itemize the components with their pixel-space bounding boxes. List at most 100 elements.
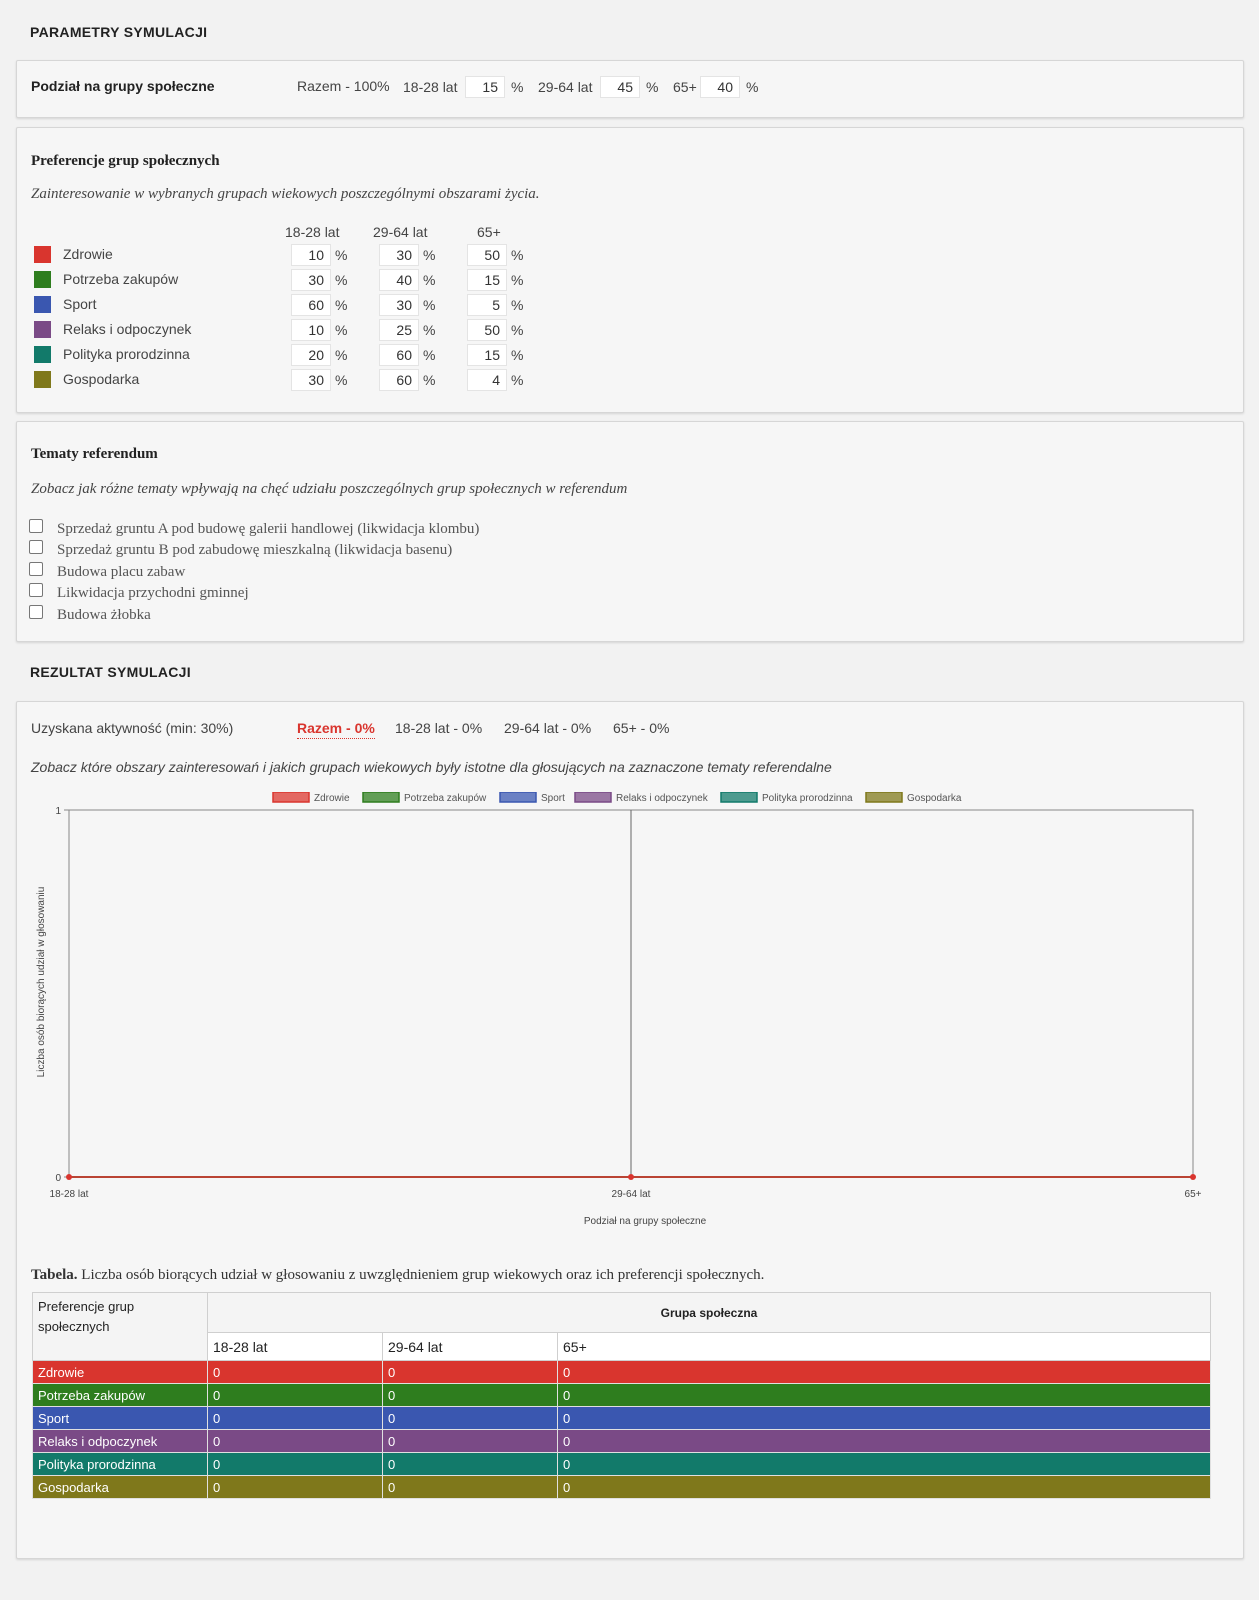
group-label-29-64: 29-64 lat — [538, 79, 593, 95]
color-swatch — [34, 321, 51, 338]
topic-checkbox[interactable] — [29, 605, 43, 619]
chart-legend: Zdrowie Potrzeba zakupów Sport Relaks i odp… — [272, 792, 962, 804]
pref-input[interactable]: 60 — [379, 344, 419, 366]
topic-checkbox[interactable] — [29, 583, 43, 597]
preferences-description: Zainteresowanie w wybranych grupach wiek… — [31, 186, 540, 202]
pref-row-label: Gospodarka — [63, 371, 140, 387]
table-cell: 0 — [207, 1475, 383, 1499]
pref-input[interactable]: 15 — [467, 269, 507, 291]
table-cell: 0 — [207, 1383, 383, 1407]
table-col-header: 18-28 lat — [207, 1332, 383, 1361]
pct-symbol: % — [423, 297, 436, 313]
pct-symbol: % — [423, 247, 436, 263]
pct-symbol: % — [335, 372, 348, 388]
table-row: Potrzeba zakupów 0 0 0 — [32, 1383, 1211, 1407]
topic-label[interactable]: Sprzedaż gruntu A pod budowę galerii han… — [57, 521, 480, 537]
pref-input[interactable]: 30 — [379, 244, 419, 266]
pref-input[interactable]: 30 — [291, 269, 331, 291]
pct-symbol: % — [423, 322, 436, 338]
table-cell: 0 — [207, 1360, 383, 1384]
results-section-title: REZULTAT SYMULACJI — [30, 664, 191, 680]
table-cell: 0 — [557, 1475, 1211, 1499]
group-label-18-28: 18-28 lat — [403, 79, 458, 95]
table-cell: 0 — [382, 1406, 558, 1430]
preferences-panel: Preferencje grup społecznych Zainteresow… — [16, 127, 1244, 413]
legend-label: Potrzeba zakupów — [404, 793, 487, 804]
pref-input[interactable]: 60 — [291, 294, 331, 316]
pct-symbol: % — [646, 79, 659, 95]
table-cell: 0 — [557, 1406, 1211, 1430]
table-col-header: 65+ — [557, 1332, 1211, 1361]
table-cell: 0 — [207, 1452, 383, 1476]
legend-swatch — [865, 792, 903, 803]
color-swatch — [34, 296, 51, 313]
color-swatch — [34, 346, 51, 363]
pct-symbol: % — [511, 322, 524, 338]
table-row-label: Zdrowie — [32, 1360, 208, 1384]
pref-input[interactable]: 15 — [467, 344, 507, 366]
legend-label: Polityka prorodzinna — [762, 793, 853, 804]
pref-input[interactable]: 20 — [291, 344, 331, 366]
x-tick-label: 29-64 lat — [612, 1189, 651, 1200]
topic-label[interactable]: Budowa placu zabaw — [57, 564, 186, 580]
pref-input[interactable]: 50 — [467, 319, 507, 341]
table-row-label: Gospodarka — [32, 1475, 208, 1499]
pct-symbol: % — [511, 272, 524, 288]
results-chart: Zdrowie Potrzeba zakupów Sport Relaks i odp… — [36, 792, 1202, 1227]
legend-swatch — [362, 792, 400, 803]
pct-symbol: % — [511, 247, 524, 263]
results-panel: Uzyskana aktywność (min: 30%) Razem - 0%… — [16, 701, 1244, 1559]
pref-input[interactable]: 60 — [379, 369, 419, 391]
pref-row-label: Potrzeba zakupów — [63, 271, 179, 287]
group-input-65[interactable]: 40 — [700, 76, 740, 98]
pref-input[interactable]: 5 — [467, 294, 507, 316]
group-label-65: 65+ — [673, 79, 697, 95]
table-cell: 0 — [557, 1360, 1211, 1384]
pref-row-label: Relaks i odpoczynek — [63, 321, 192, 337]
table-row: Sport 0 0 0 — [32, 1406, 1211, 1430]
group-input-18-28[interactable]: 15 — [465, 76, 505, 98]
topic-label[interactable]: Sprzedaż gruntu B pod zabudowę mieszkaln… — [57, 542, 453, 558]
pref-input[interactable]: 50 — [467, 244, 507, 266]
topic-checkbox[interactable] — [29, 540, 43, 554]
pct-symbol: % — [511, 79, 524, 95]
pref-input[interactable]: 10 — [291, 244, 331, 266]
legend-swatch — [574, 792, 612, 803]
results-table: Preferencje grup społecznych Grupa społe… — [32, 1292, 1211, 1499]
x-tick-label: 18-28 lat — [50, 1189, 89, 1200]
chart-y-axis-label: Liczba osób biorących udział w głosowani… — [36, 887, 47, 1078]
groups-total-label: Razem - 100% — [297, 78, 390, 94]
pref-row-label: Polityka prorodzinna — [63, 346, 190, 362]
pref-input[interactable]: 40 — [379, 269, 419, 291]
table-row-label: Sport — [32, 1406, 208, 1430]
pct-symbol: % — [511, 372, 524, 388]
topic-checkbox[interactable] — [29, 562, 43, 576]
pref-col-header: 29-64 lat — [373, 224, 428, 240]
pct-symbol: % — [423, 272, 436, 288]
group-input-29-64[interactable]: 45 — [600, 76, 640, 98]
pref-input[interactable]: 25 — [379, 319, 419, 341]
topics-panel: Tematy referendum Zobacz jak różne temat… — [16, 421, 1244, 642]
pref-row-label: Zdrowie — [63, 246, 113, 262]
params-section-title: PARAMETRY SYMULACJI — [30, 24, 208, 40]
table-caption-text: Liczba osób biorących udział w głosowani… — [81, 1267, 765, 1283]
pct-symbol: % — [511, 297, 524, 313]
pref-input[interactable]: 30 — [379, 294, 419, 316]
table-cell: 0 — [382, 1475, 558, 1499]
pref-input[interactable]: 30 — [291, 369, 331, 391]
chart-plot-area: 0 1 18-28 lat 29-64 lat 65+ — [50, 806, 1202, 1200]
pct-symbol: % — [423, 347, 436, 363]
pref-input[interactable]: 10 — [291, 319, 331, 341]
topic-label[interactable]: Likwidacja przychodni gminnej — [57, 585, 249, 601]
pref-input[interactable]: 4 — [467, 369, 507, 391]
result-total: Razem - 0% — [297, 720, 375, 739]
pct-symbol: % — [335, 322, 348, 338]
pct-symbol: % — [423, 372, 436, 388]
topic-checkbox[interactable] — [29, 519, 43, 533]
chart-x-axis-label: Podział na grupy społeczne — [584, 1216, 707, 1227]
legend-label: Gospodarka — [907, 793, 962, 804]
table-caption: Tabela. Liczba osób biorących udział w g… — [31, 1267, 764, 1284]
preferences-title: Preferencje grup społecznych — [31, 153, 220, 169]
topic-label[interactable]: Budowa żłobka — [57, 607, 151, 623]
pct-symbol: % — [746, 79, 759, 95]
